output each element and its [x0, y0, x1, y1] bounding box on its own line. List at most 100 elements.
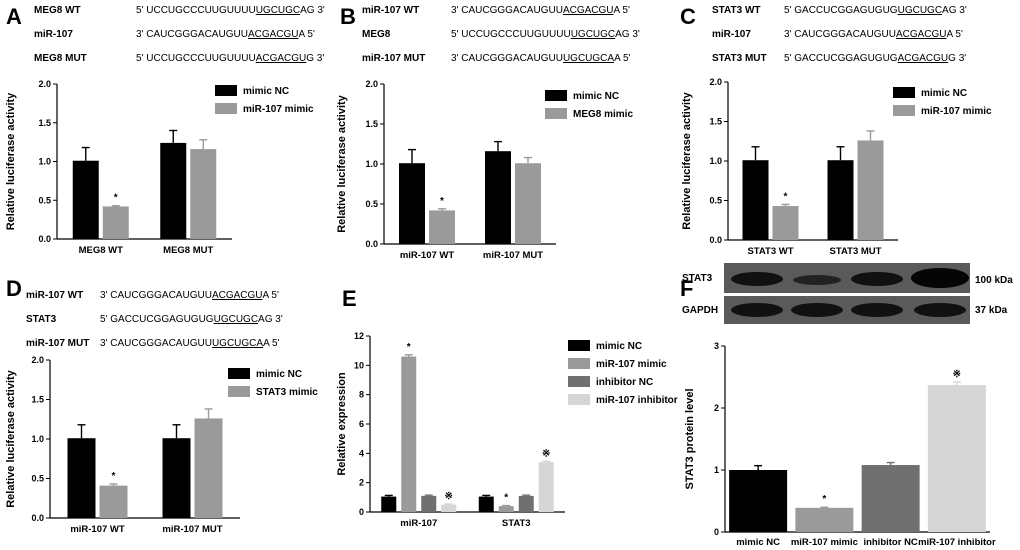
- x-tick-label: mimic NC: [736, 537, 780, 548]
- y-tick-label: 4: [359, 448, 364, 458]
- panel-e: E 0 2 4 6 8 10 12 Relative expression * ※ miR-107 *…: [336, 286, 678, 529]
- bar: [67, 438, 96, 518]
- significance-mark: ※: [542, 448, 550, 459]
- significance-mark: ※: [445, 491, 453, 502]
- seq-b-2: 5' UCCUGCCCUUGUUUUUGCUGCAG 3': [451, 29, 640, 40]
- panel-c: C STAT3 WT 5' GACCUCGGAGUGUGUGCUGCAG 3' …: [680, 4, 992, 257]
- seq-c-2: 3' CAUCGGGACAUGUUACGACGUA 5': [784, 29, 963, 40]
- legend-label: mimic NC: [573, 91, 619, 102]
- legend-label: mimic NC: [921, 88, 967, 99]
- bar: [485, 151, 511, 244]
- legend-label: mimic NC: [256, 369, 302, 380]
- panel-d: D miR-107 WT 3' CAUCGGGACAUGUUACGACGUA 5…: [5, 276, 318, 535]
- legend-swatch: [228, 386, 250, 397]
- legend-label: miR-107 mimic: [596, 359, 667, 370]
- significance-mark: *: [112, 471, 116, 482]
- bar: [160, 142, 187, 239]
- legend-label: miR-107 inhibitor: [596, 395, 678, 406]
- bar: [429, 210, 455, 244]
- seq-b-1: 3' CAUCGGGACAUGUUACGACGUA 5': [451, 5, 630, 16]
- blot-band-gapdh-4: [914, 303, 966, 317]
- y-tick-label: 2: [359, 478, 364, 488]
- y-tick-label: 0.0: [709, 235, 722, 245]
- significance-mark: *: [504, 493, 508, 504]
- bar: [381, 496, 397, 512]
- x-tick-label: miR-107 MUT: [162, 524, 222, 535]
- chart-c: 0.0 0.5 1.0 1.5 2.0 Relative luciferase activ…: [681, 77, 992, 257]
- blot-size-gapdh: 37 kDa: [975, 305, 1008, 316]
- bar: [795, 507, 854, 532]
- bar: [162, 438, 191, 518]
- y-axis-label: Relative luciferase activity: [336, 94, 348, 232]
- bar: [729, 470, 788, 532]
- panel-e-label: E: [342, 286, 357, 311]
- bar: [190, 149, 217, 239]
- bar: [99, 485, 128, 518]
- legend-swatch: [545, 108, 567, 119]
- legend-swatch: [568, 358, 590, 369]
- bar: [102, 206, 129, 239]
- y-tick-label: 1.5: [38, 118, 51, 128]
- significance-mark: *: [114, 193, 118, 204]
- panel-f: F STAT3 GAPDH 100 kDa 37 kDa 0 1 2 3 STAT3 p…: [680, 263, 1013, 548]
- x-tick-label: miR-107 MUT: [483, 250, 543, 261]
- legend-swatch: [568, 376, 590, 387]
- legend-label: inhibitor NC: [596, 377, 653, 388]
- bar: [827, 160, 854, 240]
- legend-swatch: [228, 368, 250, 379]
- seq-c-3-name: STAT3 MUT: [712, 53, 767, 64]
- y-tick-label: 0.5: [365, 199, 378, 209]
- chart-f: 0 1 2 3 STAT3 protein level mimic NC * miR-107 …: [684, 341, 996, 548]
- seq-a-2-name: miR-107: [34, 29, 73, 40]
- bar: [742, 160, 769, 240]
- panel-d-sequences: miR-107 WT 3' CAUCGGGACAUGUUACGACGUA 5' …: [26, 290, 283, 349]
- significance-mark: *: [784, 191, 788, 202]
- legend-swatch: [215, 103, 237, 114]
- blot-band-gapdh-1: [731, 303, 783, 317]
- panel-b-sequences: miR-107 WT 3' CAUCGGGACAUGUUACGACGUA 5' …: [362, 5, 640, 64]
- seq-a-3-name: MEG8 MUT: [34, 53, 87, 64]
- x-tick-label: miR-107 WT: [400, 250, 455, 261]
- y-tick-label: 0.0: [31, 513, 44, 523]
- y-tick-label: 3: [714, 341, 719, 351]
- bar: [401, 356, 417, 512]
- panel-a-label: A: [6, 4, 22, 29]
- x-tick-label: miR-107 inhibitor: [918, 537, 996, 548]
- significance-mark: ※: [953, 369, 961, 380]
- seq-b-2-name: MEG8: [362, 29, 391, 40]
- y-tick-label: 2.0: [365, 79, 378, 89]
- bar: [857, 140, 884, 240]
- blot-band-stat3-3: [851, 272, 903, 286]
- significance-mark: *: [822, 494, 826, 505]
- y-tick-label: 6: [359, 419, 364, 429]
- legend-label: miR-107 mimic: [243, 104, 314, 115]
- seq-d-2: 5' GACCUCGGAGUGUGUGCUGCAG 3': [100, 314, 283, 325]
- legend-label: mimic NC: [596, 341, 642, 352]
- chart-b: 0.0 0.5 1.0 1.5 2.0 Relative luciferase activ…: [336, 79, 633, 261]
- y-tick-label: 0.0: [365, 239, 378, 249]
- seq-b-3-name: miR-107 MUT: [362, 53, 425, 64]
- y-axis-label: Relative luciferase activity: [5, 369, 17, 507]
- y-axis-label: Relative luciferase activity: [681, 91, 693, 229]
- bar: [772, 206, 799, 240]
- x-tick-label: MEG8 MUT: [163, 245, 213, 256]
- blot-label-stat3: STAT3: [682, 273, 713, 284]
- seq-c-3: 5' GACCUCGGAGUGUGACGACGUG 3': [784, 53, 966, 64]
- y-tick-label: 1.5: [31, 395, 44, 405]
- y-tick-label: 12: [354, 331, 364, 341]
- y-tick-label: 8: [359, 390, 364, 400]
- bar: [194, 418, 223, 518]
- legend-swatch: [545, 90, 567, 101]
- legend-label: mimic NC: [243, 86, 289, 97]
- y-tick-label: 0.0: [38, 234, 51, 244]
- legend-swatch: [568, 340, 590, 351]
- panel-b-label: B: [340, 4, 356, 29]
- bar: [927, 385, 986, 532]
- y-tick-label: 0: [359, 507, 364, 517]
- blot-band-stat3-4: [911, 268, 969, 288]
- legend-swatch: [568, 394, 590, 405]
- seq-c-2-name: miR-107: [712, 29, 751, 40]
- panel-d-label: D: [6, 276, 22, 301]
- bar: [421, 495, 437, 512]
- significance-mark: *: [407, 342, 411, 353]
